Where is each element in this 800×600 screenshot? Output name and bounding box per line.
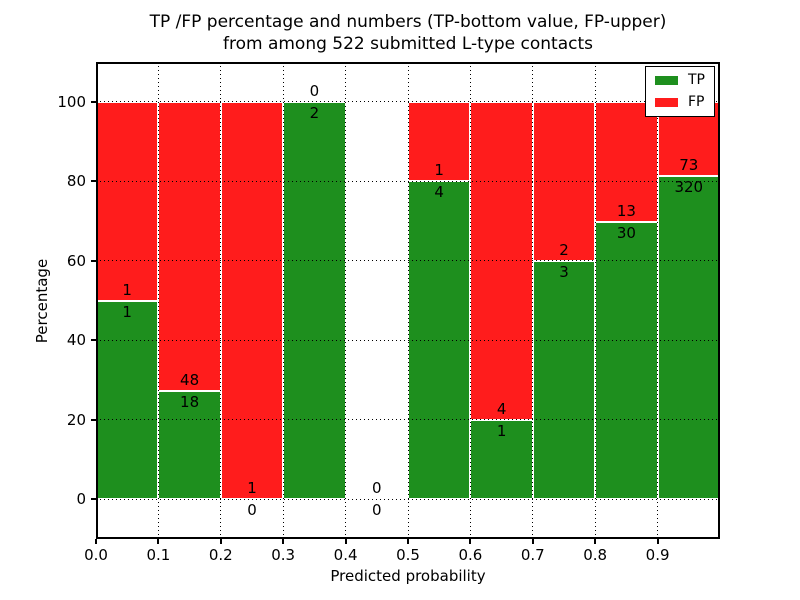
bar-segment-tp-bin8 [595,221,658,500]
legend: TP FP [645,66,715,117]
y-tick-mark-80 [91,180,96,183]
x-tick-mark-0.7 [531,539,534,544]
y-tick-label-20: 20 [66,410,86,429]
legend-swatch-tp [655,76,678,85]
gridline-x-0.5 [407,62,409,539]
x-tick-mark-0.2 [219,539,222,544]
tp-count-label-bin6: 1 [496,421,507,440]
legend-swatch-fp [655,98,678,107]
gridline-x-0.6 [469,62,471,539]
fp-count-label-bin5: 1 [434,161,444,180]
gridline-x-0.4 [345,62,347,539]
legend-label-tp: TP [688,72,705,88]
x-tick-label-0.5: 0.5 [396,546,420,564]
bar-segment-fp-bin8 [595,101,658,222]
gridline-x-0.9 [657,62,659,539]
tp-count-label-bin9: 320 [674,177,704,196]
fp-count-label-bin0: 1 [122,280,132,299]
tp-count-label-bin8: 30 [616,223,636,242]
fp-count-label-bin3: 0 [309,81,320,100]
fp-count-label-bin6: 4 [496,399,507,418]
x-tick-label-0.9: 0.9 [645,546,670,564]
x-tick-mark-0.1 [157,539,160,544]
chart-title-line2: from among 522 submitted L-type contacts [222,34,593,54]
fp-count-label-bin8: 13 [616,201,636,220]
tp-count-label-bin5: 4 [434,183,444,202]
x-tick-label-0.4: 0.4 [333,546,358,564]
x-tick-label-0.2: 0.2 [208,546,233,564]
y-tick-mark-60 [91,259,96,262]
tp-count-label-bin0: 1 [122,302,132,321]
x-tick-mark-0.3 [282,539,285,544]
tp-count-label-bin3: 2 [309,103,320,122]
x-tick-label-0.0: 0.0 [84,546,108,564]
x-tick-mark-0.6 [469,539,472,544]
chart-title-line1: TP /FP percentage and numbers (TP-bottom… [149,12,667,32]
bar-segment-fp-bin2 [220,101,284,500]
x-tick-mark-0.5 [407,539,409,544]
y-tick-mark-0 [91,498,96,501]
x-tick-label-0.1: 0.1 [146,546,171,564]
gridline-x-0.3 [282,62,284,539]
x-tick-label-0.3: 0.3 [271,546,296,564]
bar-segment-tp-bin3 [283,101,346,500]
x-tick-label-0.8: 0.8 [583,546,608,564]
tp-count-label-bin7: 3 [559,262,569,281]
gridline-x-0.8 [594,62,596,539]
x-tick-mark-0.0 [95,539,97,544]
y-tick-label-60: 60 [66,251,86,270]
bar-segment-tp-bin7 [532,260,596,500]
y-tick-mark-40 [91,339,96,342]
x-tick-mark-0.9 [656,539,659,544]
y-tick-label-40: 40 [66,331,86,350]
bar-segment-fp-bin1 [158,101,221,391]
y-tick-mark-100 [91,100,96,103]
chart-title: TP /FP percentage and numbers (TP-bottom… [96,11,720,55]
tp-count-label-bin2: 0 [247,501,257,520]
plot-area: 1 1 48 18 1 0 0 2 0 0 1 4 4 1 2 3 13 30 73 320 [96,62,720,539]
x-axis-label: Predicted probability [330,567,486,585]
gridline-x-0.7 [532,62,534,539]
fp-count-label-bin9: 73 [679,155,699,174]
x-tick-label-0.7: 0.7 [520,546,545,564]
gridline-x-0.2 [220,62,222,539]
fp-count-label-bin1: 48 [180,370,200,389]
fp-count-label-bin7: 2 [559,240,569,259]
legend-label-fp: FP [688,94,705,110]
gridline-x-0.1 [157,62,159,539]
x-tick-label-0.6: 0.6 [458,546,483,564]
legend-row-tp: TP [655,72,705,89]
bar-segment-fp-bin0 [96,101,159,301]
bars-layer [96,62,720,539]
tp-count-label-bin1: 18 [180,392,200,411]
bar-segment-tp-bin1 [158,390,221,500]
y-tick-label-80: 80 [66,172,86,191]
fp-count-label-bin4: 0 [372,479,382,498]
tp-count-label-bin4: 0 [372,501,382,520]
y-tick-label-100: 100 [57,92,86,111]
x-tick-mark-0.8 [594,539,597,544]
gridlines-layer [96,62,720,539]
legend-row-fp: FP [655,94,705,111]
y-axis-label: Percentage [33,258,51,344]
x-tick-mark-0.4 [344,539,347,544]
fp-count-label-bin2: 1 [247,479,257,498]
y-tick-mark-20 [91,418,96,421]
y-tick-label-0: 0 [76,490,86,509]
count-annotations-layer: 1 1 48 18 1 0 0 2 0 0 1 4 4 1 2 3 13 30 73 320 [96,62,720,539]
